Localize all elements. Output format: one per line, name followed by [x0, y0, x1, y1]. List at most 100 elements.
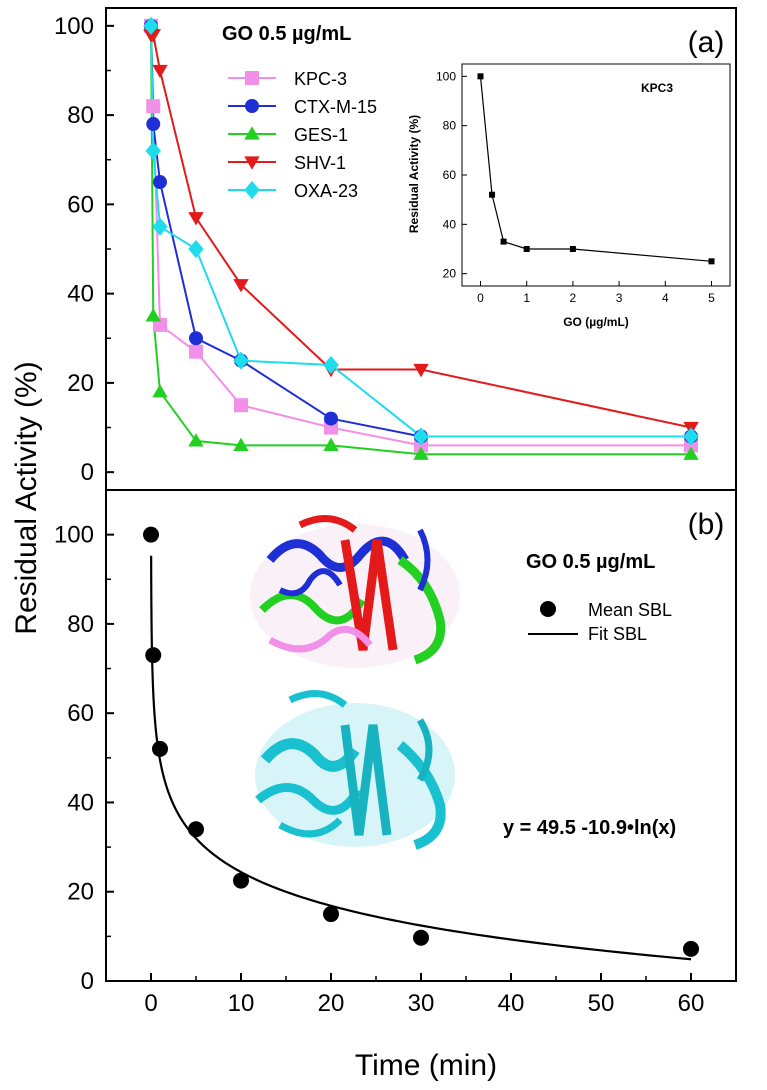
legend-label-oxa-23: OXA-23 — [294, 181, 358, 201]
panel-b-fit — [150, 555, 692, 961]
inset-data-point — [489, 191, 496, 198]
inset-data-point — [500, 238, 507, 245]
data-point-shv-1 — [152, 64, 168, 79]
panel-a-y-tick-label: 100 — [54, 13, 94, 40]
panel-b-y-tick-label: 60 — [67, 700, 94, 727]
mean-sbl-point — [143, 526, 159, 543]
legend-marker-mean-sbl — [540, 601, 556, 617]
inset-x-tick-label: 4 — [662, 291, 669, 305]
inset-data-point — [569, 246, 576, 252]
data-point-oxa-23 — [413, 427, 429, 446]
inset-x-tick-label: 5 — [708, 291, 715, 305]
panel-a-y-ticks: 0 20 40 60 80 100 — [54, 13, 114, 486]
mean-sbl-point — [323, 906, 339, 923]
inset-x-tick-label: 1 — [523, 291, 530, 305]
data-point-shv-1 — [413, 363, 429, 378]
panel-b-y-tick-label: 0 — [81, 968, 94, 995]
data-point-ges-1 — [323, 437, 339, 451]
protein-overlay-illustration — [250, 515, 460, 668]
data-point-oxa-23 — [145, 141, 161, 160]
fit-curve — [150, 555, 692, 961]
inset-y-tick-label: 60 — [443, 168, 457, 182]
panel-a-y-tick-label: 40 — [67, 281, 94, 308]
data-point-ctx-m-15 — [189, 331, 203, 346]
panel-b-y-tick-label: 40 — [67, 789, 94, 816]
data-point-kpc-3 — [189, 344, 203, 359]
inset-data-point — [708, 258, 715, 265]
inset-y-axis-title: Residual Activity (%) — [407, 115, 421, 233]
inset-x-axis-title: GO (µg/mL) — [563, 315, 629, 329]
inset-y-tick-label: 100 — [436, 69, 456, 83]
inset-y-tick-label: 80 — [443, 119, 457, 133]
inset-x-tick-label: 3 — [616, 291, 623, 305]
inset-ticks: 0 1 2 3 4 5 20 40 60 80 100 — [436, 69, 715, 305]
data-point-ctx-m-15 — [324, 411, 338, 426]
fit-equation: y = 49.5 -10.9•ln(x) — [503, 817, 676, 839]
legend-marker-ges-1 — [244, 126, 260, 140]
protein-structure-illustration — [255, 690, 455, 850]
data-point-kpc-3 — [146, 99, 161, 114]
legend-marker-shv-1 — [244, 156, 260, 170]
data-point-oxa-23 — [683, 427, 699, 446]
legend-marker-oxa-23 — [244, 180, 260, 200]
inset-line — [479, 76, 712, 262]
panel-b-x-tick-label: 60 — [678, 990, 705, 1017]
data-point-ges-1 — [683, 446, 699, 460]
data-point-oxa-23 — [143, 16, 159, 35]
panel-a-condition: GO 0.5 µg/mL — [222, 23, 351, 45]
legend-marker-ctx-m-15 — [245, 99, 259, 113]
data-point-ges-1 — [413, 446, 429, 460]
series-line-ctx-m-15 — [150, 25, 691, 438]
panel-b-x-tick-label: 50 — [588, 990, 615, 1017]
legend-marker-kpc-3 — [245, 71, 259, 85]
mean-sbl-point — [188, 821, 204, 838]
panel-b-x-ticks: 0 10 20 30 40 50 60 — [105, 973, 737, 1017]
data-point-oxa-23 — [323, 355, 339, 375]
legend-label-shv-1: SHV-1 — [294, 153, 346, 173]
data-point-ges-1 — [152, 384, 168, 398]
data-point-ges-1 — [233, 437, 249, 451]
mean-sbl-point — [145, 647, 162, 664]
panel-b-x-tick-label: 20 — [318, 990, 345, 1017]
data-point-ges-1 — [145, 308, 161, 322]
panel-b-y-tick-label: 80 — [67, 611, 94, 638]
inset-background — [458, 58, 734, 292]
panel-b-x-tick-label: 40 — [498, 990, 525, 1017]
panel-a-legend: KPC-3 CTX-M-15 GES-1 SHV-1 OXA-23 — [228, 69, 377, 201]
inset-x-tick-label: 2 — [570, 291, 577, 305]
inset-data-point — [523, 246, 530, 252]
mean-sbl-point — [152, 740, 168, 757]
panel-b-points — [143, 526, 699, 957]
panel-b: 0 20 40 60 80 100 0 10 20 30 40 50 60 (b) GO 0.5 µg… — [54, 489, 737, 1017]
data-point-ges-1 — [188, 433, 204, 447]
panel-b-label: (b) — [688, 508, 725, 541]
mean-sbl-point — [413, 929, 429, 946]
legend-label-mean-sbl: Mean SBL — [588, 600, 672, 620]
y-axis-title: Residual Activity (%) — [10, 361, 43, 634]
legend-label-kpc-3: KPC-3 — [294, 69, 347, 89]
inset-x-tick-label: 0 — [477, 291, 484, 305]
x-axis-title: Time (min) — [355, 1049, 497, 1082]
legend-label-ges-1: GES-1 — [294, 125, 348, 145]
panel-b-legend: Mean SBL Fit SBL — [528, 600, 672, 644]
panel-a-y-tick-label: 60 — [67, 191, 94, 218]
inset-data-point — [477, 73, 484, 80]
data-point-shv-1 — [188, 212, 204, 226]
data-point-shv-1 — [233, 279, 249, 293]
legend-label-fit-sbl: Fit SBL — [588, 624, 647, 644]
mean-sbl-point — [233, 872, 249, 889]
series-line-oxa-23 — [150, 25, 691, 438]
panel-b-condition: GO 0.5 µg/mL — [526, 551, 655, 573]
mean-sbl-point — [683, 940, 699, 957]
data-point-ctx-m-15 — [146, 117, 161, 132]
panel-b-y-tick-label: 20 — [67, 879, 94, 906]
inset-title: KPC3 — [641, 81, 673, 95]
series-line-shv-1 — [151, 33, 692, 429]
series-line-kpc-3 — [150, 25, 691, 447]
panel-b-x-tick-label: 0 — [144, 990, 157, 1017]
legend-label-ctx-m-15: CTX-M-15 — [294, 97, 377, 117]
data-point-kpc-3 — [234, 398, 248, 413]
panel-a-label: (a) — [688, 26, 725, 59]
